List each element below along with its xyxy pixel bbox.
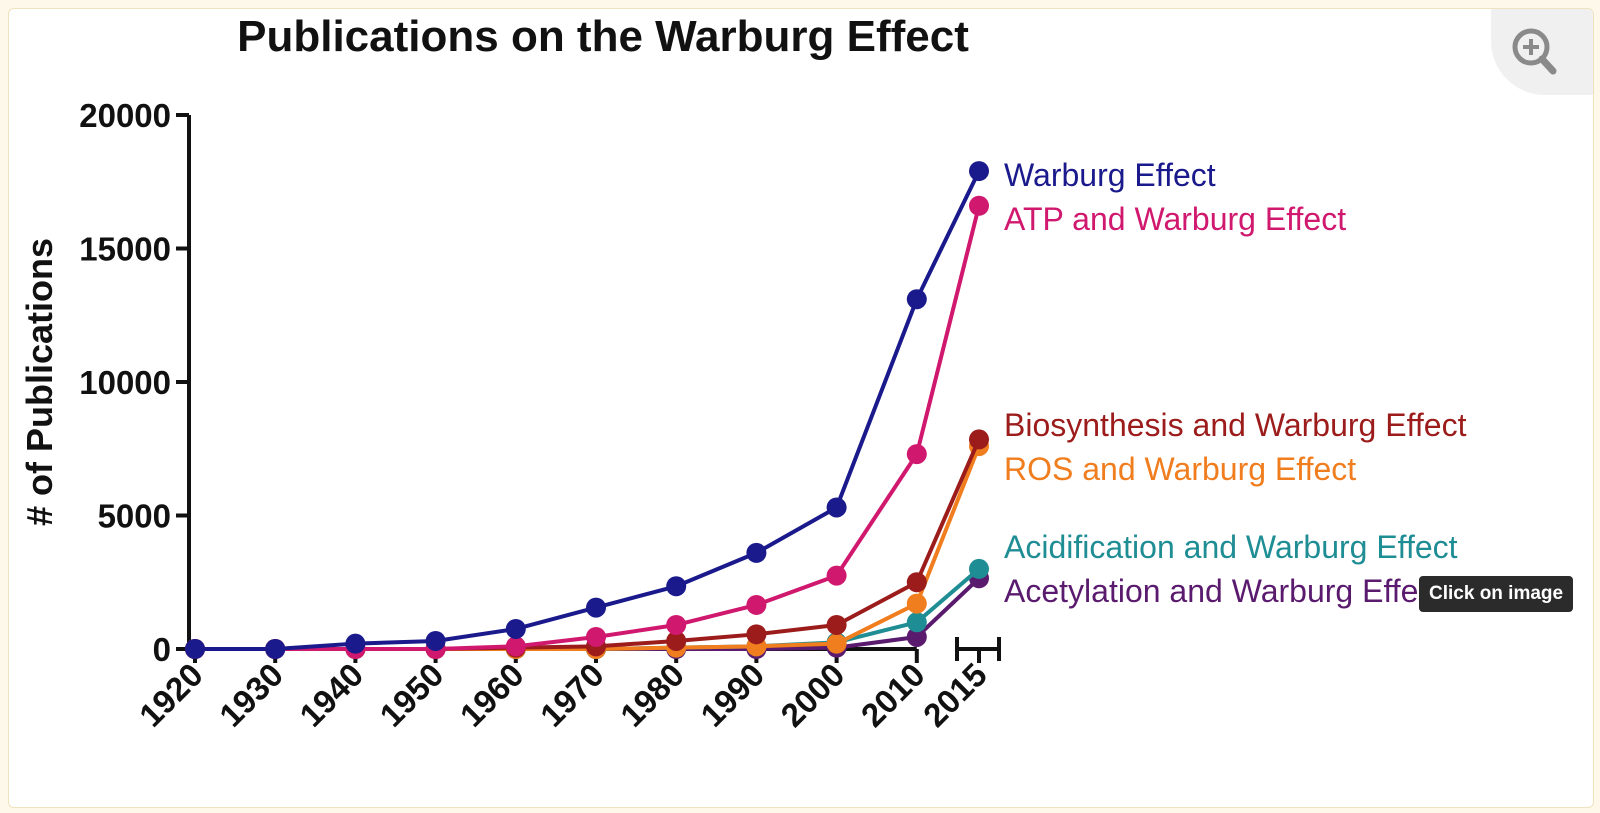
x-tick-label: 1920 [132,656,210,734]
x-tick-label: 1990 [693,656,771,734]
x-tick-label: 1940 [292,656,370,734]
x-tick-label: 1930 [212,656,290,734]
data-point [906,572,927,593]
data-point [185,639,205,659]
data-point [826,614,847,635]
chart-title: Publications on the Warburg Effect [237,12,969,61]
data-point [666,630,687,651]
zoom-in-icon [1512,28,1557,75]
data-point [969,195,989,216]
tooltip: Click on image [1419,576,1574,612]
y-tick-label: 15000 [79,231,171,268]
data-point [826,497,847,518]
data-point [969,429,989,450]
data-point [969,161,989,182]
data-point [505,618,526,639]
data-point [666,576,687,597]
legend-label: Acidification and Warburg Effect [1004,529,1458,565]
x-tick-label: 2010 [854,656,932,734]
x-tick-label: 1980 [613,656,691,734]
data-point [586,597,606,618]
data-point [746,594,767,615]
y-tick-label: 20000 [79,97,171,134]
data-point [265,639,286,659]
data-point [969,558,989,579]
zoom-button[interactable] [1491,9,1593,95]
legend-label: ATP and Warburg Effect [1004,201,1346,237]
y-axis-label: # of Publications [19,238,60,526]
series-line [195,170,981,651]
figure-frame: Publications on the Warburg Effect # of P… [8,8,1594,808]
x-tick-label: 1960 [453,656,531,734]
data-point [906,626,927,647]
data-point [746,542,767,563]
x-tick-label: 2000 [773,656,851,734]
x-tick-label: 2015 [916,656,994,734]
series-line [195,205,981,651]
data-point [746,624,767,645]
legend-label: Acetylation and Warburg Effect [1004,573,1443,609]
series-line [195,445,981,651]
legend-label: ROS and Warburg Effect [1004,451,1356,487]
data-point [425,630,446,651]
data-point [586,626,606,647]
data-point [345,633,366,654]
data-point [906,289,927,310]
data-point [826,633,847,654]
data-point [505,636,526,657]
y-tick-label: 10000 [79,364,171,401]
y-tick-label: 0 [153,631,171,668]
y-tick-label: 5000 [98,498,171,535]
x-tick-label: 1970 [533,656,611,734]
data-point [906,444,927,465]
chart[interactable]: Publications on the Warburg Effect # of P… [9,9,1593,807]
x-tick-label: 1950 [372,656,450,734]
legend-label: Biosynthesis and Warburg Effect [1004,407,1467,443]
data-point [906,612,927,633]
data-point [666,614,687,635]
data-point [906,593,927,614]
legend-label: Warburg Effect [1004,157,1216,193]
data-point [826,565,847,586]
series-line [195,438,981,651]
